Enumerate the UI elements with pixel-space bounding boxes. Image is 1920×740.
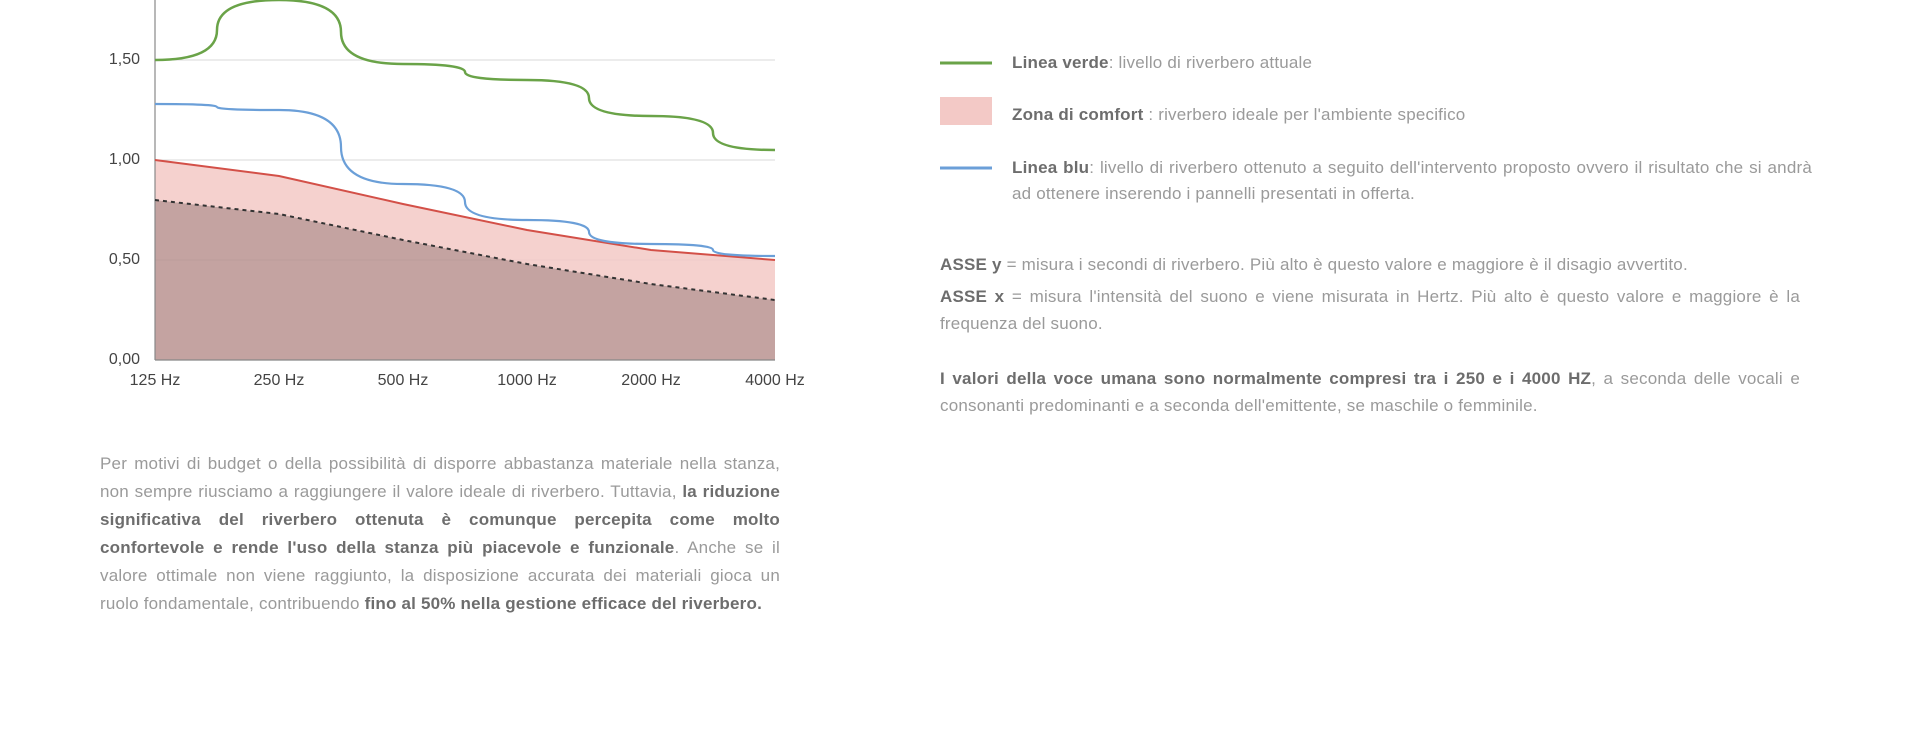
legend-comfort-title: Zona di comfort bbox=[1012, 105, 1148, 124]
x-tick-label: 125 Hz bbox=[130, 372, 181, 390]
legend-green: Linea verde: livello di riverbero attual… bbox=[940, 50, 1840, 76]
legend-comfort: Zona di comfort : riverbero ideale per l… bbox=[940, 102, 1840, 128]
y-axis-labels: 0,000,501,001,50 bbox=[100, 0, 148, 360]
axis-x-desc: = misura l'intensità del suono e viene m… bbox=[940, 287, 1800, 333]
x-tick-label: 4000 Hz bbox=[745, 372, 805, 390]
axis-x-label: ASSE x bbox=[940, 287, 1004, 306]
y-tick-label: 1,00 bbox=[109, 151, 140, 169]
comfort-area-icon bbox=[940, 108, 992, 122]
left-paragraph: Per motivi di budget o della possibilità… bbox=[100, 450, 780, 618]
reverb-chart: 0,00 0,50 1,00 1,50 125 Hz 250 Hz 500 Hz 1000 … bbox=[100, 0, 780, 400]
legend-comfort-text: Zona di comfort : riverbero ideale per l… bbox=[1012, 102, 1465, 128]
voice-bold: I valori della voce umana sono normalmen… bbox=[940, 369, 1591, 388]
legend-comfort-desc: : riverbero ideale per l'ambiente specif… bbox=[1148, 105, 1465, 124]
legend-blue-title: Linea blu bbox=[1012, 158, 1089, 177]
legend-green-title: Linea verde bbox=[1012, 53, 1109, 72]
x-axis-labels: 125 Hz250 Hz500 Hz1000 Hz2000 Hz4000 Hz bbox=[155, 372, 775, 396]
x-tick-label: 1000 Hz bbox=[497, 372, 557, 390]
y-tick-label: 0,50 bbox=[109, 251, 140, 269]
legend-blue-text: Linea blu: livello di riverbero ottenuto… bbox=[1012, 155, 1812, 208]
blue-line-icon bbox=[940, 161, 992, 175]
right-column: Linea verde: livello di riverbero attual… bbox=[820, 0, 1840, 740]
legend-green-desc: : livello di riverbero attuale bbox=[1109, 53, 1312, 72]
x-tick-label: 2000 Hz bbox=[621, 372, 681, 390]
axis-description: ASSE y = misura i secondi di riverbero. … bbox=[940, 251, 1800, 337]
axis-y-label: ASSE y bbox=[940, 255, 1002, 274]
green-line-icon bbox=[940, 56, 992, 70]
y-tick-label: 1,50 bbox=[109, 51, 140, 69]
legend-green-text: Linea verde: livello di riverbero attual… bbox=[1012, 50, 1312, 76]
y-tick-label: 0,00 bbox=[109, 351, 140, 369]
legend-blue: Linea blu: livello di riverbero ottenuto… bbox=[940, 155, 1840, 208]
legend-blue-desc: : livello di riverbero ottenuto a seguit… bbox=[1012, 158, 1812, 203]
chart-canvas bbox=[100, 0, 780, 400]
left-column: 0,00 0,50 1,00 1,50 125 Hz 250 Hz 500 Hz 1000 … bbox=[100, 0, 820, 740]
axis-y-desc: = misura i secondi di riverbero. Più alt… bbox=[1002, 255, 1688, 274]
x-tick-label: 250 Hz bbox=[254, 372, 305, 390]
para-pre: Per motivi di budget o della possibilità… bbox=[100, 454, 780, 501]
x-tick-label: 500 Hz bbox=[378, 372, 429, 390]
para-bold-2: fino al 50% nella gestione efficace del … bbox=[365, 594, 762, 613]
voice-note: I valori della voce umana sono normalmen… bbox=[940, 365, 1800, 419]
